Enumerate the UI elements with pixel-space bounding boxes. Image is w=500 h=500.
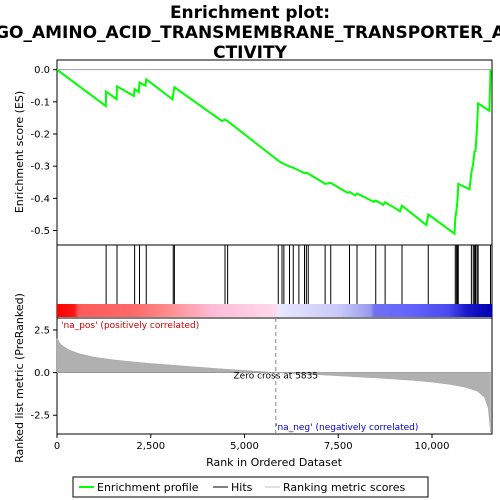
zero-cross-label: Zero cross at 5835 xyxy=(234,372,319,382)
enrichment-profile-layer xyxy=(57,68,492,236)
metric-y-tick-label: -2.5 xyxy=(30,411,50,422)
metric-y-tick-label: 0.0 xyxy=(34,368,50,379)
legend-hits-label: Hits xyxy=(231,481,253,494)
es-y-axis: 0.0 -0.1 -0.2 -0.3 -0.4 -0.5 xyxy=(30,65,57,237)
es-panel-frame xyxy=(56,59,493,246)
chart-title-line-1: Enrichment plot: xyxy=(170,3,330,23)
x-tick-label: 0 xyxy=(54,441,60,452)
es-y-tick-label: -0.5 xyxy=(30,226,50,237)
enrichment-profile-line xyxy=(57,68,492,236)
hits-layer xyxy=(105,245,491,304)
es-y-tick-label: 0.0 xyxy=(34,65,50,76)
metric-y-tick-label: 2.5 xyxy=(34,325,50,336)
legend-enrichment-label: Enrichment profile xyxy=(97,481,199,494)
chart-title-line-2: GO_AMINO_ACID_TRANSMEMBRANE_TRANSPORTER_… xyxy=(0,23,500,43)
es-y-tick-label: -0.2 xyxy=(30,130,50,141)
x-tick-label: 2,500 xyxy=(136,441,165,452)
es-y-tick-label: -0.4 xyxy=(30,194,50,205)
x-axis: 0 2,500 5,000 7,500 10,000 xyxy=(54,434,450,452)
x-tick-label: 10,000 xyxy=(415,441,450,452)
ranking-color-bar xyxy=(57,304,492,317)
metric-y-axis: 2.5 0.0 -2.5 xyxy=(30,325,57,422)
positive-correlation-label: 'na_pos' (positively correlated) xyxy=(61,321,199,331)
es-y-tick-label: -0.3 xyxy=(30,162,50,173)
x-tick-label: 7,500 xyxy=(324,441,353,452)
ranking-metric-layer xyxy=(56,318,492,434)
legend-metric-label: Ranking metric scores xyxy=(283,481,405,494)
legend: Enrichment profile Hits Ranking metric s… xyxy=(72,476,429,498)
legend-box xyxy=(72,476,429,498)
ranking-metric-area xyxy=(56,337,491,433)
chart-title-line-3: CTIVITY xyxy=(213,43,287,63)
x-axis-label: Rank in Ordered Dataset xyxy=(206,456,343,469)
es-y-tick-label: -0.1 xyxy=(30,97,50,108)
x-tick-label: 5,000 xyxy=(230,441,259,452)
metric-y-axis-label: Ranked list metric (PreRanked) xyxy=(13,293,26,463)
negative-correlation-label: 'na_neg' (negatively correlated) xyxy=(275,423,418,433)
es-y-axis-label: Enrichment score (ES) xyxy=(13,91,26,213)
